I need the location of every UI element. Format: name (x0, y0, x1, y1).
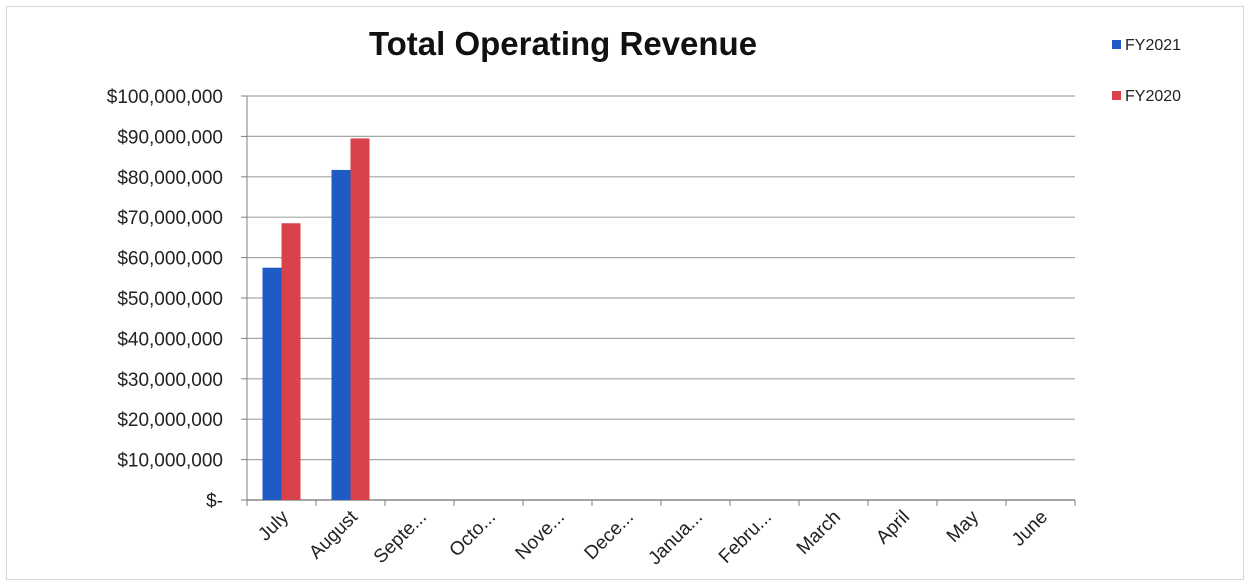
y-tick-label: $60,000,000 (117, 249, 223, 270)
x-tick-label: Septe... (370, 507, 431, 568)
x-tick-label: Dece... (581, 507, 638, 564)
chart-frame (6, 6, 1244, 580)
legend-swatch-fy2021 (1112, 40, 1121, 49)
x-tick-label: Octo... (446, 507, 500, 561)
bar-fy2021-july (262, 267, 282, 500)
x-tick-label: July (254, 506, 293, 545)
y-tick-label: $20,000,000 (117, 410, 223, 431)
bar-fy2020-august (350, 138, 370, 501)
y-tick-label: $90,000,000 (117, 127, 223, 148)
y-tick-label: $80,000,000 (117, 168, 223, 189)
legend-swatch-fy2020 (1112, 91, 1121, 100)
y-tick-label: $10,000,000 (117, 451, 223, 472)
legend-label-fy2020: FY2020 (1125, 88, 1181, 105)
legend: FY2021 FY2020 (1112, 37, 1181, 105)
x-tick-label: Febru... (715, 507, 776, 568)
x-tick-label: March (793, 507, 845, 559)
y-tick-label: $30,000,000 (117, 370, 223, 391)
gridlines (247, 95, 1075, 501)
legend-label-fy2021: FY2021 (1125, 37, 1181, 54)
y-axis: $- $10,000,000 $20,000,000 $30,000,000 $40,0… (107, 87, 248, 512)
bar-fy2021-august (331, 169, 351, 500)
bars (262, 138, 370, 501)
x-tick-label: Janua... (644, 507, 707, 570)
x-tick-label: Nove... (512, 507, 569, 564)
x-tick-labels: July August Septe... Octo... Nove... Dece... J… (254, 506, 1052, 569)
y-tick-label: $100,000,000 (107, 87, 223, 108)
y-tick-label: $50,000,000 (117, 289, 223, 310)
x-tick-label: June (1008, 507, 1052, 551)
chart-title: Total Operating Revenue (369, 25, 757, 62)
x-tick-label: August (305, 506, 362, 563)
x-tick-label: May (943, 506, 984, 547)
y-tick-label: $- (206, 491, 223, 512)
x-axis (246, 499, 1076, 506)
bar-fy2020-july (281, 223, 301, 500)
y-tick-label: $40,000,000 (117, 329, 223, 350)
x-tick-label: April (872, 507, 914, 549)
y-tick-label: $70,000,000 (117, 208, 223, 229)
